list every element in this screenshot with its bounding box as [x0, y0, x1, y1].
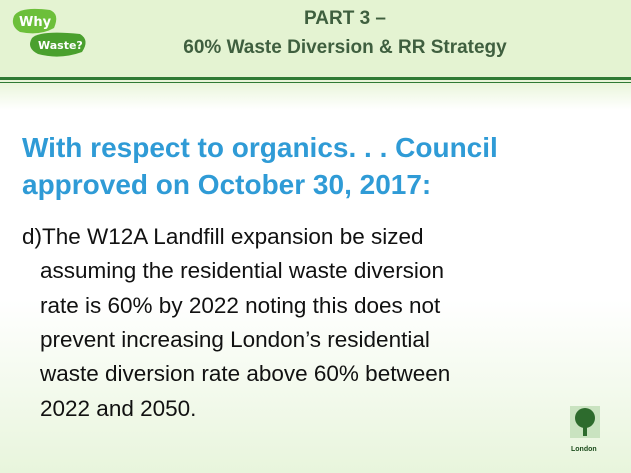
body-line: waste diversion rate above 60% between	[40, 361, 451, 387]
logo-text: Waste?	[38, 39, 83, 52]
heading-line: With respect to organics. . . Council	[22, 132, 498, 163]
body-line: rate is 60% by 2022 noting this does not	[40, 292, 441, 318]
divider	[0, 77, 631, 80]
logo-leaf	[30, 32, 86, 57]
london-logo	[570, 406, 600, 438]
body-line: d)The W12A Landfill expansion be sized	[22, 224, 424, 249]
logo: Why Waste?	[12, 8, 86, 57]
body-line: 2022 and 2050.	[40, 395, 197, 421]
tree-crown	[575, 408, 595, 428]
logo-text: Why	[19, 15, 52, 30]
slide-title: 60% Waste Diversion & RR Strategy	[183, 37, 507, 58]
divider	[0, 82, 631, 83]
slide-title: PART 3 –	[303, 8, 386, 29]
logo-leaf	[12, 8, 57, 34]
tree-trunk	[583, 424, 587, 436]
body-line: prevent increasing London’s residential	[40, 326, 430, 352]
body-line: assuming the residential waste diversion	[40, 258, 444, 284]
heading-line: approved on October 30, 2017:	[22, 169, 432, 200]
logo-label: London	[571, 446, 597, 453]
